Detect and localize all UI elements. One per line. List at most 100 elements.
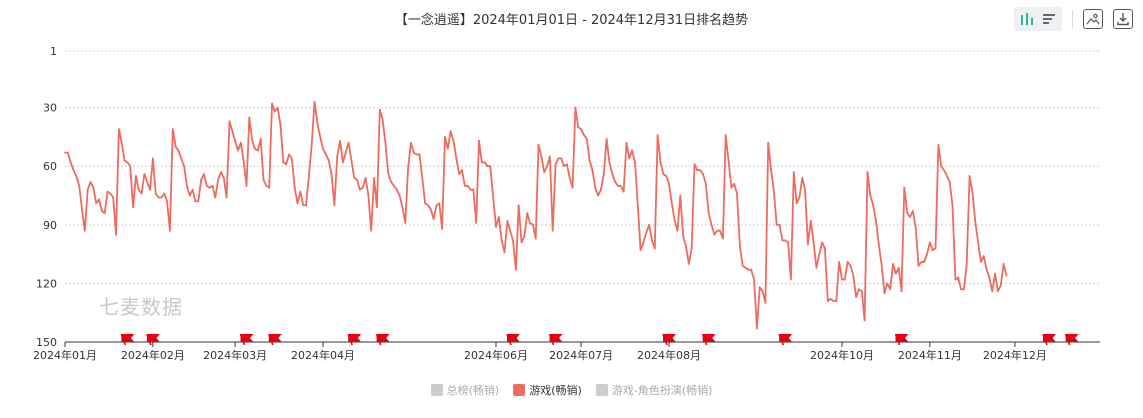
data-point bbox=[509, 229, 512, 232]
data-point bbox=[532, 223, 534, 226]
data-point bbox=[750, 268, 753, 271]
data-point bbox=[707, 212, 710, 215]
event-flag-icon[interactable] bbox=[146, 333, 160, 346]
data-point bbox=[792, 171, 795, 174]
data-point bbox=[534, 237, 537, 240]
data-point bbox=[461, 169, 463, 172]
data-point bbox=[308, 175, 310, 177]
data-point bbox=[551, 229, 554, 232]
event-flag-icon[interactable] bbox=[701, 333, 716, 346]
data-point bbox=[109, 192, 112, 195]
data-point bbox=[211, 184, 214, 187]
data-point bbox=[608, 161, 611, 164]
event-flag-icon[interactable] bbox=[375, 333, 390, 346]
data-point bbox=[503, 251, 506, 254]
data-point bbox=[259, 138, 262, 140]
data-point bbox=[948, 181, 951, 183]
event-flag-icon[interactable] bbox=[120, 333, 135, 346]
data-point bbox=[628, 157, 631, 160]
data-point bbox=[217, 179, 220, 181]
data-point bbox=[614, 181, 616, 183]
event-flag-icon[interactable] bbox=[548, 333, 563, 346]
legend-item[interactable]: 总榜(畅销) bbox=[430, 382, 500, 398]
data-point bbox=[387, 173, 390, 175]
data-point bbox=[325, 153, 327, 156]
list-icon[interactable] bbox=[1039, 9, 1059, 29]
data-point bbox=[744, 266, 747, 269]
data-point bbox=[985, 268, 988, 271]
event-flag-icon[interactable] bbox=[662, 333, 676, 346]
data-point bbox=[265, 184, 268, 187]
data-point bbox=[256, 149, 259, 152]
data-point bbox=[271, 102, 273, 105]
event-flag-icon[interactable] bbox=[268, 333, 282, 346]
data-point bbox=[279, 124, 282, 127]
event-flag-icon[interactable] bbox=[894, 333, 909, 346]
data-point bbox=[880, 264, 883, 267]
event-flag-icon[interactable] bbox=[239, 333, 254, 346]
data-point bbox=[625, 141, 628, 144]
event-flag-icon[interactable] bbox=[506, 333, 520, 346]
data-point bbox=[429, 208, 432, 211]
data-point bbox=[296, 202, 299, 205]
data-point bbox=[478, 139, 480, 142]
data-point bbox=[872, 204, 875, 207]
event-flag-icon[interactable] bbox=[1064, 333, 1079, 346]
data-point bbox=[798, 196, 801, 199]
data-point bbox=[687, 263, 690, 265]
legend-item[interactable]: 游戏(畅销) bbox=[513, 382, 582, 398]
event-flag-icon[interactable] bbox=[778, 333, 793, 346]
x-tick-label: 2024年03月 bbox=[203, 348, 267, 362]
data-point bbox=[858, 288, 860, 291]
data-point bbox=[395, 188, 398, 191]
legend-swatch bbox=[513, 384, 526, 396]
data-point bbox=[302, 204, 305, 207]
data-point bbox=[954, 278, 957, 281]
data-point bbox=[824, 247, 826, 250]
data-point bbox=[492, 196, 495, 199]
bar-chart-icon[interactable] bbox=[1017, 9, 1037, 29]
event-flag-icon[interactable] bbox=[347, 333, 362, 346]
data-point bbox=[730, 186, 733, 189]
data-point bbox=[177, 149, 180, 152]
data-point bbox=[670, 202, 673, 205]
image-icon[interactable] bbox=[1083, 9, 1103, 29]
data-point bbox=[373, 177, 375, 179]
legend-label: 总榜(畅销) bbox=[446, 384, 500, 397]
y-tick-label: 90 bbox=[43, 219, 57, 232]
data-point bbox=[639, 249, 642, 252]
data-point bbox=[418, 153, 421, 156]
legend-item[interactable]: 游戏-角色扮演(畅销) bbox=[595, 382, 712, 398]
watermark-text: 七麦数据 bbox=[99, 295, 183, 319]
data-point bbox=[554, 163, 557, 166]
data-point bbox=[937, 143, 940, 146]
download-icon[interactable] bbox=[1113, 9, 1133, 29]
data-point bbox=[180, 157, 183, 160]
chart-toolbar bbox=[1014, 7, 1133, 31]
data-point bbox=[775, 223, 778, 226]
data-point bbox=[75, 175, 78, 177]
data-point bbox=[557, 157, 560, 160]
data-point bbox=[662, 173, 665, 175]
data-point bbox=[435, 204, 438, 207]
data-point bbox=[523, 235, 526, 238]
data-point bbox=[200, 179, 203, 181]
data-point bbox=[946, 175, 948, 177]
data-point bbox=[106, 190, 109, 193]
data-point bbox=[342, 161, 344, 164]
data-point bbox=[1005, 274, 1008, 277]
data-point bbox=[118, 128, 120, 131]
data-point bbox=[648, 223, 650, 226]
data-point bbox=[438, 202, 441, 205]
data-point bbox=[157, 196, 160, 199]
data-point bbox=[900, 290, 903, 293]
data-point bbox=[424, 202, 426, 205]
data-point bbox=[282, 161, 285, 164]
data-point bbox=[778, 223, 781, 226]
data-point bbox=[537, 143, 540, 146]
data-point bbox=[656, 134, 659, 136]
data-point bbox=[129, 165, 132, 168]
event-flag-icon[interactable] bbox=[1042, 333, 1056, 346]
data-point bbox=[506, 220, 509, 222]
